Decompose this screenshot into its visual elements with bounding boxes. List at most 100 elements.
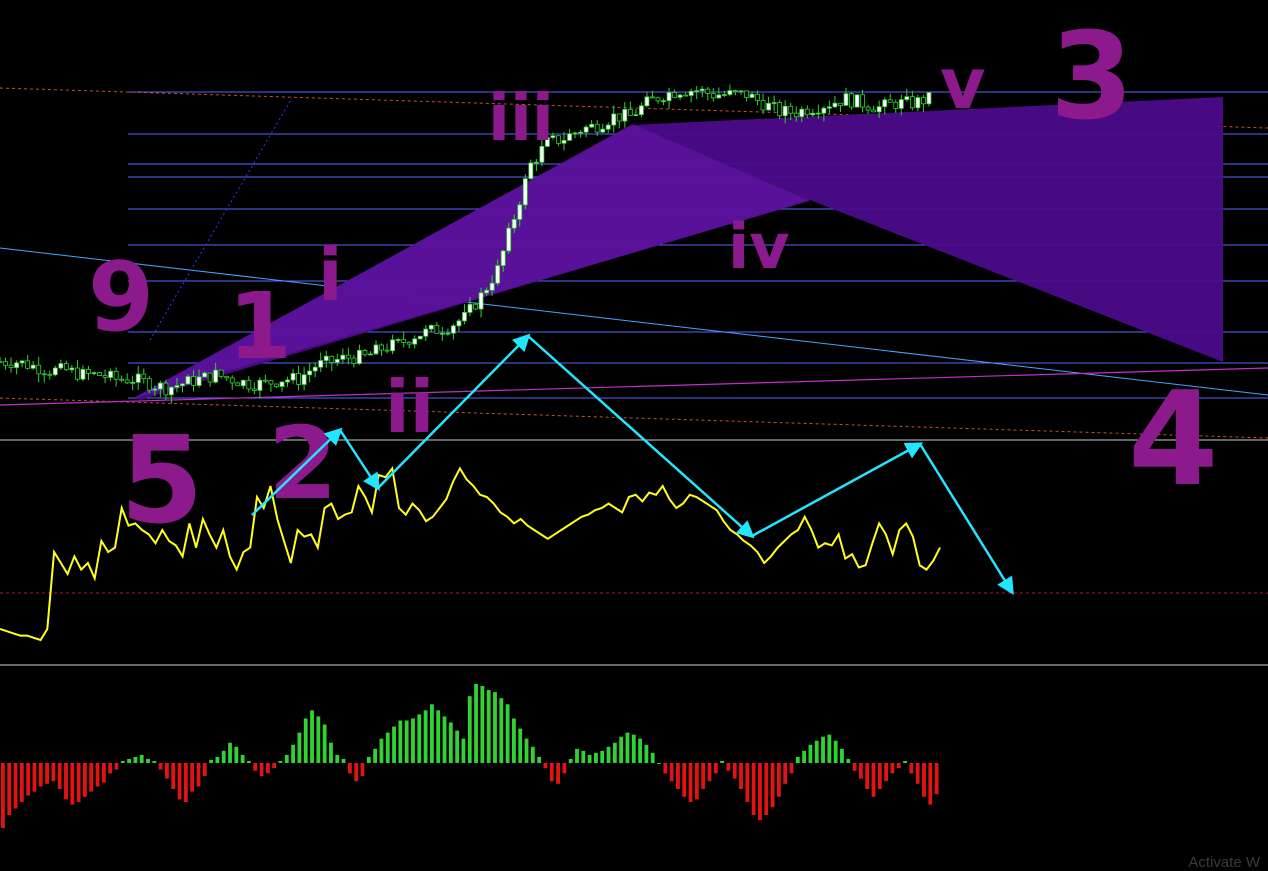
- descending-trend-line: [0, 247, 1268, 396]
- candle-body-47: [257, 379, 263, 391]
- candle-body-129: [710, 93, 716, 99]
- candle-body-147: [810, 112, 816, 116]
- wave-label-iii: iii: [488, 82, 554, 156]
- histogram-bar-131: [827, 734, 832, 763]
- candle-body-123: [677, 94, 683, 98]
- wave-arrow-5: [918, 443, 1014, 595]
- candle-body-16: [86, 368, 91, 374]
- histogram-bar-77: [486, 690, 491, 763]
- candle-body-66: [362, 349, 368, 356]
- histogram-bar-148: [934, 763, 939, 795]
- histogram-bar-133: [840, 748, 844, 763]
- candle-body-81: [445, 332, 451, 335]
- candle-body-143: [788, 105, 794, 114]
- histogram-bar-110: [694, 763, 699, 800]
- histogram-bar-108: [682, 763, 687, 797]
- histogram-bar-81: [512, 718, 516, 763]
- candle-body-149: [821, 107, 827, 114]
- candle-body-43: [235, 382, 241, 387]
- candle-body-22: [119, 378, 125, 381]
- candle-body-75: [412, 338, 418, 345]
- candle-body-21: [113, 370, 119, 380]
- histogram-bar-25: [158, 763, 163, 770]
- magenta-trend-line: [0, 367, 1268, 406]
- histogram-bar-147: [928, 763, 933, 805]
- candle-body-167: [921, 97, 926, 105]
- candle-body-163: [898, 99, 904, 109]
- histogram-bar-8: [51, 763, 56, 782]
- candle-body-116: [639, 105, 644, 116]
- candle-body-92: [506, 227, 512, 252]
- candle-body-69: [379, 344, 384, 351]
- histogram-bar-50: [316, 716, 321, 763]
- histogram-bar-109: [688, 763, 693, 802]
- candle-body-83: [456, 320, 462, 327]
- histogram-bar-138: [871, 763, 876, 797]
- histogram-bar-146: [922, 763, 926, 797]
- histogram-bar-85: [537, 756, 542, 763]
- histogram-bar-87: [549, 763, 554, 782]
- candle-body-121: [666, 92, 672, 102]
- histogram-bar-36: [228, 742, 232, 763]
- histogram-bar-22: [139, 754, 144, 763]
- candle-body-76: [417, 335, 423, 340]
- histogram-bar-6: [38, 763, 43, 787]
- histogram-bar-43: [272, 763, 277, 769]
- candle-body-64: [351, 357, 357, 364]
- wave-label-ii: ii: [385, 365, 434, 449]
- histogram-bar-124: [783, 763, 788, 784]
- candle-body-85: [467, 303, 473, 313]
- histogram-bar-15: [95, 763, 100, 787]
- candle-body-25: [135, 373, 141, 383]
- oscillator-line: [0, 465, 941, 642]
- histogram-bar-32: [202, 763, 207, 776]
- histogram-bar-143: [903, 760, 907, 763]
- histogram-bar-112: [707, 763, 712, 782]
- candle-body-119: [655, 97, 661, 102]
- histogram-bar-11: [70, 763, 75, 805]
- histogram-bar-70: [442, 716, 447, 763]
- candle-body-65: [357, 349, 362, 364]
- histogram-bar-55: [347, 763, 352, 774]
- wave-arrow-2: [377, 333, 531, 489]
- candle-body-98: [539, 145, 545, 163]
- candle-body-108: [594, 123, 600, 133]
- histogram-bar-144: [909, 763, 914, 774]
- candle-body-72: [395, 339, 401, 341]
- histogram-bar-5: [32, 763, 37, 792]
- triangle-pattern: [135, 97, 1223, 400]
- histogram-bar-54: [341, 758, 346, 763]
- histogram-panel: [1, 684, 939, 828]
- histogram-bar-19: [120, 760, 125, 763]
- candle-body-12: [63, 363, 69, 371]
- candle-body-107: [589, 123, 595, 128]
- candle-body-132: [727, 90, 733, 95]
- triangle-highlight: [135, 124, 810, 398]
- candle-body-1: [3, 361, 8, 366]
- dashed-support-line: [0, 397, 1268, 439]
- histogram-bar-60: [379, 738, 384, 763]
- candle-body-150: [827, 106, 832, 109]
- histogram-bar-56: [354, 763, 359, 782]
- histogram-bar-100: [631, 734, 636, 763]
- candle-body-11: [58, 363, 64, 369]
- candle-body-7: [36, 364, 42, 375]
- histogram-bar-83: [524, 738, 529, 763]
- candle-body-8: [41, 373, 47, 376]
- candle-body-104: [572, 132, 578, 135]
- candle-body-40: [218, 369, 224, 377]
- candle-body-95: [522, 178, 528, 206]
- histogram-bar-80: [505, 704, 510, 763]
- candle-body-160: [882, 99, 888, 108]
- histogram-bar-65: [411, 718, 415, 763]
- histogram-bar-30: [190, 763, 195, 792]
- histogram-bar-120: [758, 763, 762, 821]
- histogram-bar-17: [108, 763, 113, 774]
- histogram-bar-102: [644, 744, 649, 763]
- candle-body-10: [52, 367, 58, 376]
- histogram-bar-86: [543, 763, 548, 769]
- wave-label-1: 1: [228, 273, 292, 380]
- candle-body-126: [694, 90, 700, 93]
- candle-body-70: [384, 349, 390, 352]
- triangle-pattern-shape: [135, 97, 1223, 400]
